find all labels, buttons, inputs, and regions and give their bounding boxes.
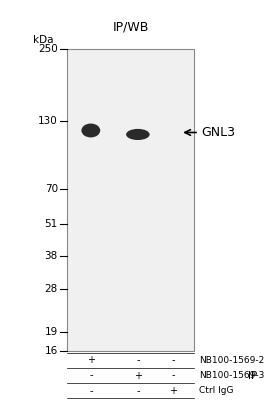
Text: IP/WB: IP/WB [113, 20, 149, 33]
Text: -: - [171, 356, 175, 366]
Text: IP: IP [248, 370, 258, 380]
Text: 28: 28 [45, 284, 58, 294]
Text: 250: 250 [38, 44, 58, 54]
Text: -: - [89, 386, 93, 396]
Text: +: + [134, 370, 142, 380]
Text: +: + [169, 386, 177, 396]
Text: NB100-1569-2: NB100-1569-2 [199, 356, 264, 365]
Text: 130: 130 [38, 116, 58, 126]
Text: 70: 70 [45, 184, 58, 194]
Text: -: - [136, 356, 140, 366]
Text: -: - [89, 370, 93, 380]
Ellipse shape [126, 129, 150, 140]
Ellipse shape [81, 124, 100, 138]
Text: NB100-1569-3: NB100-1569-3 [199, 371, 264, 380]
Text: +: + [87, 356, 95, 366]
Text: Ctrl IgG: Ctrl IgG [199, 386, 234, 395]
Text: -: - [171, 370, 175, 380]
Text: 16: 16 [45, 346, 58, 356]
Text: -: - [136, 386, 140, 396]
Text: 38: 38 [45, 251, 58, 261]
Text: kDa: kDa [33, 35, 54, 45]
Text: 19: 19 [45, 327, 58, 337]
Bar [67, 49, 194, 351]
Text: GNL3: GNL3 [201, 126, 235, 139]
Text: 51: 51 [45, 219, 58, 229]
